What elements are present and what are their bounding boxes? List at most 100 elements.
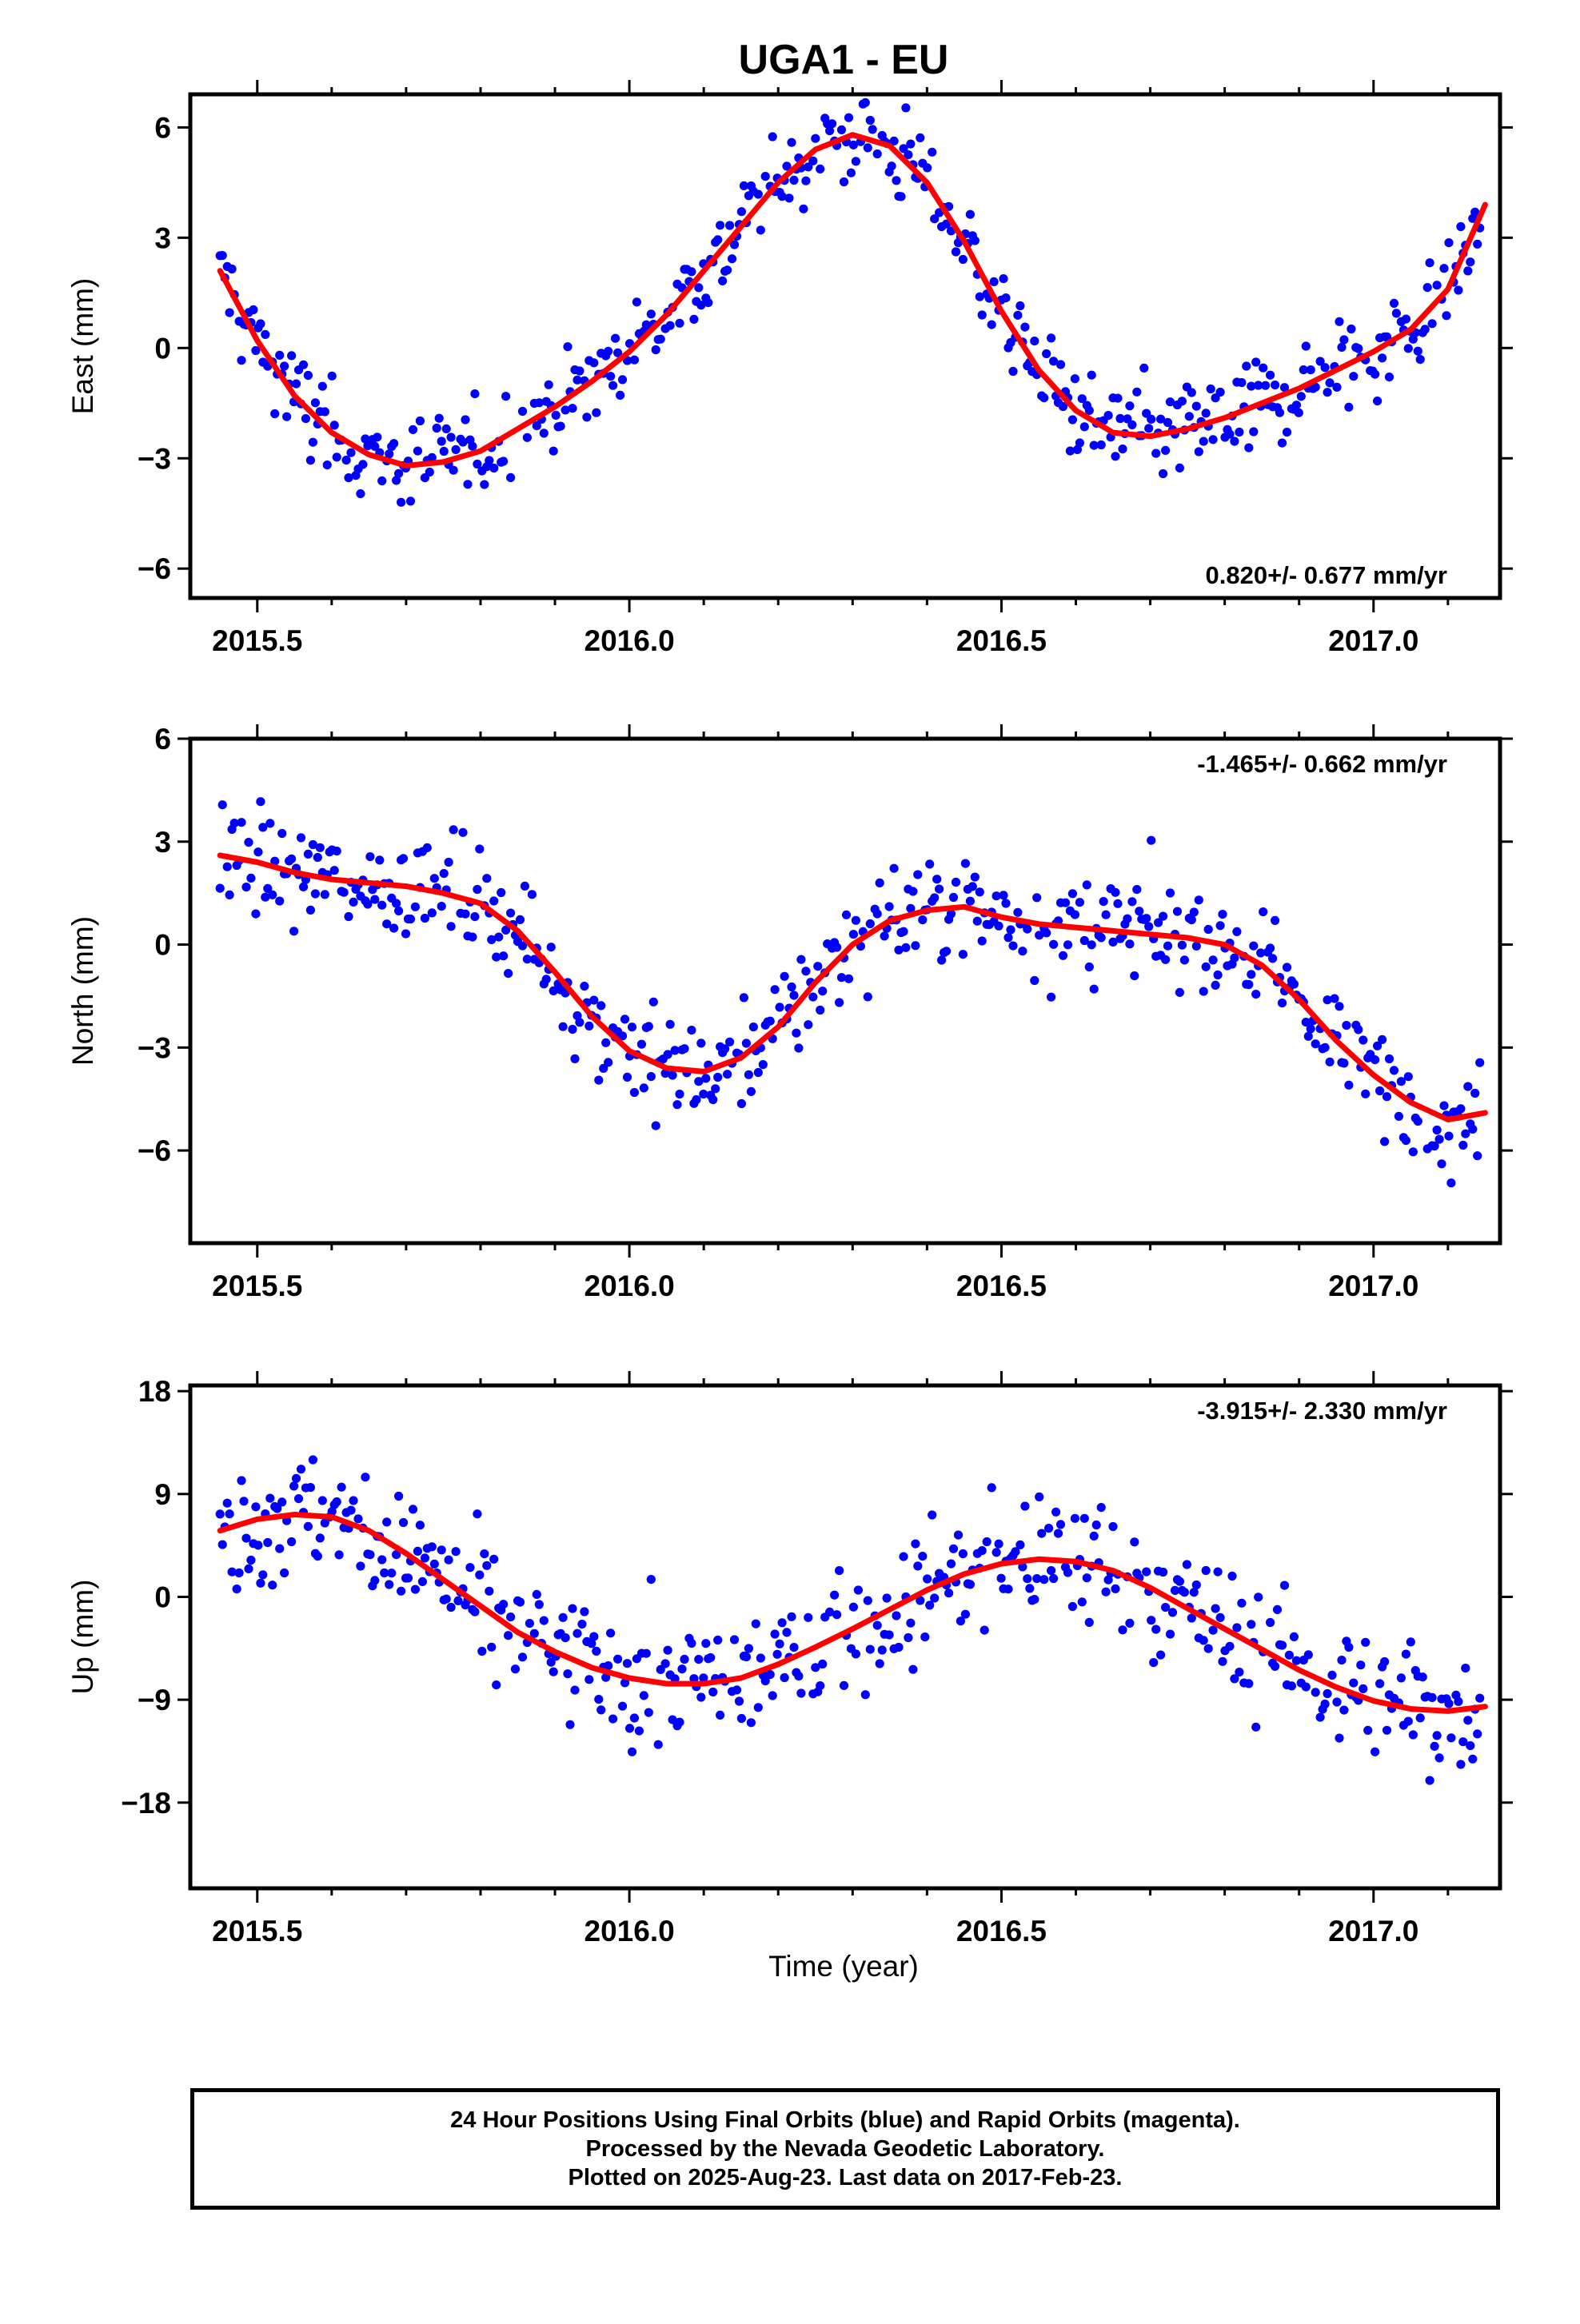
north-data-point	[1082, 880, 1091, 890]
north-data-point	[808, 992, 818, 1002]
up-y-axis-label: Up (mm)	[66, 1580, 99, 1695]
east-data-point	[1047, 333, 1056, 343]
up-data-point	[427, 1542, 437, 1552]
east-data-point	[718, 276, 728, 285]
north-data-point	[422, 843, 432, 852]
east-data-point	[305, 456, 315, 465]
north-data-point	[813, 962, 823, 971]
east-data-point	[848, 140, 858, 149]
north-data-point	[1208, 955, 1218, 965]
up-data-point	[1247, 1620, 1256, 1629]
north-data-point	[1470, 1088, 1480, 1098]
up-data-point	[1051, 1507, 1061, 1517]
east-data-point	[1058, 401, 1068, 412]
east-data-point	[611, 333, 620, 343]
up-data-point	[1277, 1640, 1287, 1650]
up-data-point	[913, 1561, 923, 1571]
up-data-point	[677, 1664, 687, 1674]
north-data-point	[906, 903, 916, 913]
up-panel: 18 9 0 −9 −18 2015.5 2016.0 2016.5 2017.0 Up (mm)…	[66, 1371, 1513, 1947]
north-data-point	[427, 908, 437, 918]
east-y-tick-label: −6	[138, 552, 171, 585]
north-data-point	[1256, 948, 1266, 958]
north-data-point	[935, 884, 944, 894]
up-data-point	[237, 1476, 246, 1485]
up-data-point	[499, 1600, 509, 1609]
north-data-point	[489, 896, 499, 906]
north-data-point	[1060, 898, 1071, 907]
note-line-3: Plotted on 2025-Aug-23. Last data on 201…	[568, 2165, 1123, 2190]
east-y-tick-label: 0	[154, 332, 171, 365]
up-data-point	[1199, 1636, 1208, 1645]
north-data-point	[520, 881, 530, 891]
north-data-point	[780, 971, 789, 981]
east-data-point	[551, 410, 561, 421]
up-data-point	[816, 1681, 825, 1691]
up-data-point	[1363, 1725, 1373, 1735]
east-data-point	[1230, 436, 1239, 446]
north-data-point	[1191, 941, 1201, 951]
up-data-point	[1327, 1670, 1337, 1680]
north-data-point	[398, 854, 409, 863]
up-data-point	[587, 1639, 596, 1648]
up-data-point	[1406, 1637, 1415, 1647]
up-data-point	[904, 1632, 913, 1643]
east-data-point	[249, 305, 258, 315]
up-data-point	[965, 1580, 975, 1589]
up-data-point	[580, 1607, 589, 1616]
east-data-point	[1191, 401, 1201, 411]
up-data-point	[641, 1648, 651, 1658]
east-data-point	[1349, 372, 1359, 381]
north-data-point	[1144, 922, 1154, 931]
east-data-point	[816, 164, 825, 173]
north-data-point	[620, 1015, 630, 1024]
east-data-point	[303, 370, 313, 381]
up-data-point	[570, 1685, 580, 1695]
east-fit-line	[217, 132, 1488, 468]
north-data-point	[711, 1084, 720, 1094]
up-data-point	[1418, 1672, 1427, 1682]
up-data-point	[482, 1561, 492, 1570]
east-data-point	[451, 444, 461, 455]
east-data-point	[287, 351, 297, 361]
north-data-point	[723, 1070, 732, 1079]
up-data-point	[944, 1589, 954, 1598]
up-data-point	[244, 1564, 253, 1573]
up-data-point	[1101, 1587, 1111, 1597]
east-data-point	[836, 125, 847, 134]
north-data-point	[1194, 895, 1203, 905]
north-data-point	[1361, 1089, 1371, 1098]
north-data-point	[775, 1003, 784, 1012]
east-data-point	[408, 425, 418, 435]
east-data-point	[753, 189, 763, 199]
east-data-point	[930, 214, 940, 224]
north-data-point	[622, 1072, 632, 1082]
north-data-point	[748, 1022, 758, 1032]
north-data-point	[644, 1022, 653, 1031]
north-data-point	[1189, 907, 1199, 917]
north-data-point	[1446, 1178, 1456, 1188]
north-data-point	[1384, 1054, 1394, 1064]
north-data-point	[1163, 941, 1173, 951]
east-data-point	[1096, 440, 1106, 450]
north-data-point	[251, 909, 261, 919]
north-y-axis-label: North (mm)	[66, 916, 99, 1066]
north-data-point	[758, 1060, 768, 1070]
north-data-point	[389, 923, 399, 933]
up-data-point	[729, 1635, 740, 1644]
up-data-point	[1235, 1668, 1244, 1677]
up-data-point	[1035, 1492, 1044, 1501]
up-data-point	[1359, 1684, 1368, 1693]
up-data-point	[1446, 1733, 1456, 1743]
up-data-point	[928, 1510, 937, 1520]
north-data-point	[1179, 955, 1189, 965]
north-data-point	[1430, 1141, 1439, 1151]
north-data-point	[237, 818, 246, 827]
east-data-point	[616, 390, 625, 400]
north-data-point	[1277, 999, 1287, 1008]
east-data-point	[1242, 361, 1251, 371]
up-data-point	[504, 1631, 513, 1640]
up-data-point	[398, 1517, 409, 1528]
east-data-point	[1175, 463, 1184, 473]
north-data-point	[804, 1020, 813, 1030]
